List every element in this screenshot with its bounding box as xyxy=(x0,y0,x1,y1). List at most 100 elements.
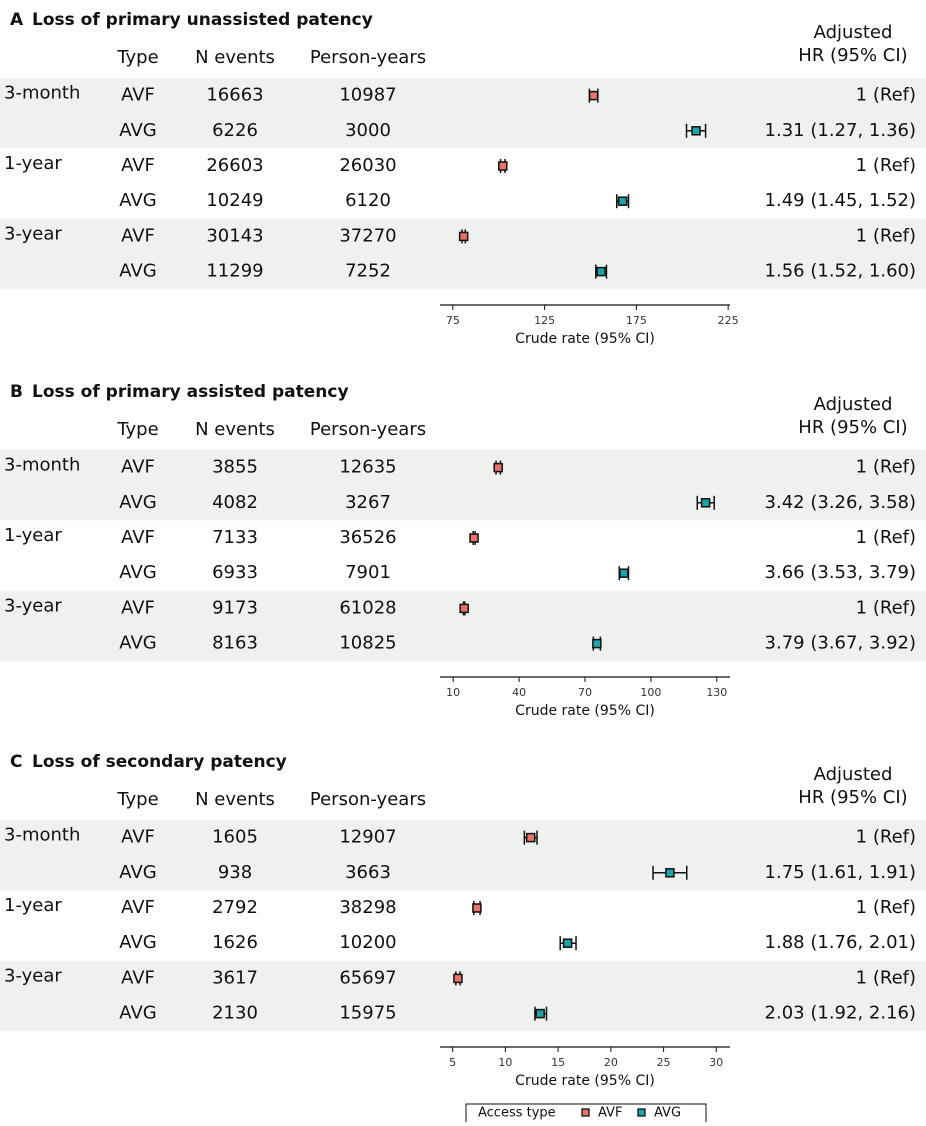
column-header: N events xyxy=(195,419,275,440)
x-tick-label: 100 xyxy=(640,686,661,699)
type-cell: AVF xyxy=(121,827,155,848)
legend-swatch xyxy=(637,1108,646,1117)
events-cell: 1605 xyxy=(212,827,258,848)
rate-marker xyxy=(453,973,463,984)
person-years-cell: 15975 xyxy=(339,1003,396,1024)
panel-title: Loss of secondary patency xyxy=(32,752,287,772)
row-band xyxy=(0,78,926,114)
period-label: 3-year xyxy=(4,965,62,986)
person-years-cell: 3663 xyxy=(345,862,391,883)
column-header: Person-years xyxy=(310,419,426,440)
x-tick-label: 40 xyxy=(512,686,526,699)
events-cell: 26603 xyxy=(206,155,263,176)
person-years-cell: 36526 xyxy=(339,527,396,548)
type-cell: AVG xyxy=(119,633,156,654)
events-cell: 1626 xyxy=(212,932,258,953)
column-header: Type xyxy=(116,789,158,810)
hr-header: Adjusted xyxy=(814,22,893,43)
column-header: Person-years xyxy=(310,789,426,810)
rate-marker xyxy=(588,90,599,101)
type-cell: AVG xyxy=(119,492,156,513)
row-band xyxy=(0,113,926,149)
person-years-cell: 6120 xyxy=(345,190,391,211)
rate-marker xyxy=(535,1008,545,1019)
person-years-cell: 61028 xyxy=(339,597,396,618)
hr-cell: 1 (Ref) xyxy=(856,897,916,918)
events-cell: 10249 xyxy=(206,190,263,211)
row-band xyxy=(0,996,926,1032)
period-label: 1-year xyxy=(4,525,62,546)
hr-cell: 1.31 (1.27, 1.36) xyxy=(765,120,916,141)
x-axis-label: Crude rate (95% CI) xyxy=(515,1073,655,1089)
row-band xyxy=(0,450,926,486)
hr-header: HR (95% CI) xyxy=(798,45,907,66)
rate-marker xyxy=(469,533,479,543)
column-header: Person-years xyxy=(310,47,426,68)
hr-header: Adjusted xyxy=(814,764,893,785)
hr-cell: 3.66 (3.53, 3.79) xyxy=(765,562,916,583)
person-years-cell: 12907 xyxy=(339,827,396,848)
x-tick-label: 175 xyxy=(626,314,647,327)
events-cell: 3617 xyxy=(212,967,258,988)
x-tick-label: 10 xyxy=(446,686,460,699)
rate-marker xyxy=(525,832,536,843)
events-cell: 16663 xyxy=(206,85,263,106)
row-band xyxy=(0,626,926,662)
rate-marker xyxy=(562,938,573,948)
x-tick-label: 130 xyxy=(706,686,727,699)
x-tick-label: 70 xyxy=(578,686,592,699)
person-years-cell: 7901 xyxy=(345,562,391,583)
person-years-cell: 37270 xyxy=(339,225,396,246)
row-band xyxy=(0,254,926,290)
rate-marker xyxy=(498,161,508,171)
type-cell: AVG xyxy=(119,261,156,282)
hr-header: HR (95% CI) xyxy=(798,787,907,808)
person-years-cell: 10200 xyxy=(339,932,396,953)
row-band xyxy=(0,485,926,521)
column-header: Type xyxy=(116,419,158,440)
events-cell: 30143 xyxy=(206,225,263,246)
row-band xyxy=(0,855,926,891)
x-tick-label: 10 xyxy=(498,1056,512,1069)
hr-cell: 1.56 (1.52, 1.60) xyxy=(765,261,916,282)
type-cell: AVF xyxy=(121,155,155,176)
type-cell: AVF xyxy=(121,85,155,106)
hr-cell: 1 (Ref) xyxy=(856,827,916,848)
legend-box xyxy=(465,1103,707,1126)
period-label: 3-month xyxy=(4,825,80,846)
events-cell: 9173 xyxy=(212,597,258,618)
hr-cell: 1 (Ref) xyxy=(856,527,916,548)
period-label: 1-year xyxy=(4,895,62,916)
rate-marker xyxy=(665,868,675,878)
hr-header: Adjusted xyxy=(814,394,893,415)
hr-cell: 2.03 (1.92, 2.16) xyxy=(765,1003,916,1024)
type-cell: AVF xyxy=(121,897,155,918)
x-tick-label: 125 xyxy=(534,314,555,327)
legend-label: AVG xyxy=(654,1106,681,1121)
hr-cell: 1 (Ref) xyxy=(856,597,916,618)
hr-cell: 1 (Ref) xyxy=(856,967,916,988)
column-header: N events xyxy=(195,47,275,68)
rate-marker xyxy=(596,266,606,277)
rate-marker xyxy=(458,231,469,242)
x-tick-label: 225 xyxy=(718,314,739,327)
rate-marker xyxy=(619,568,629,578)
events-cell: 3855 xyxy=(212,457,258,478)
hr-cell: 1 (Ref) xyxy=(856,155,916,176)
events-cell: 4082 xyxy=(212,492,258,513)
x-tick-label: 75 xyxy=(446,314,460,327)
hr-cell: 1 (Ref) xyxy=(856,457,916,478)
events-cell: 6933 xyxy=(212,562,258,583)
legend-label: AVF xyxy=(598,1106,622,1121)
row-band xyxy=(0,820,926,856)
rate-marker xyxy=(691,126,701,136)
legend-swatch xyxy=(581,1108,590,1117)
period-label: 3-year xyxy=(4,223,62,244)
type-cell: AVF xyxy=(121,225,155,246)
hr-cell: 3.42 (3.26, 3.58) xyxy=(765,492,916,513)
rate-marker xyxy=(459,603,469,614)
hr-cell: 1 (Ref) xyxy=(856,85,916,106)
events-cell: 2792 xyxy=(212,897,258,918)
person-years-cell: 3267 xyxy=(345,492,391,513)
